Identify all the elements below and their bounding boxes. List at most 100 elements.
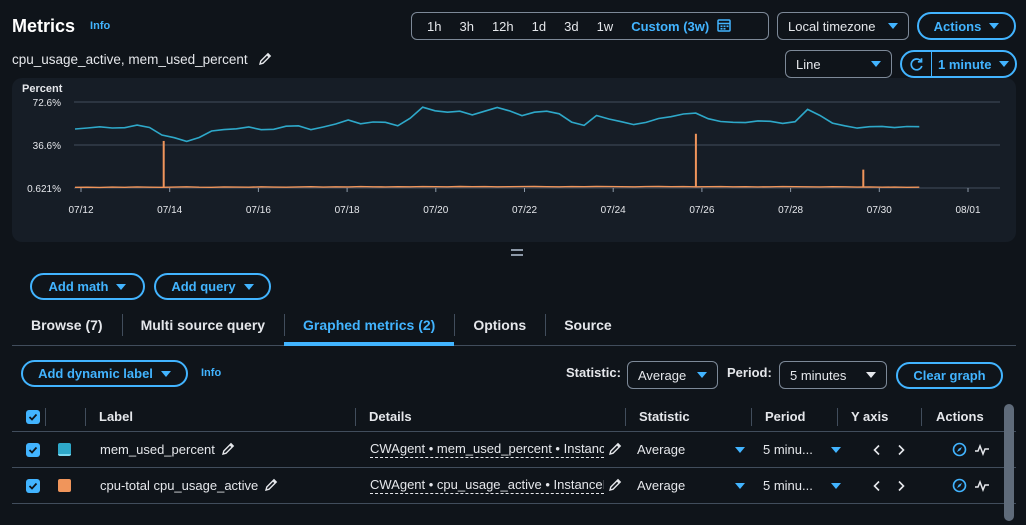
range-1w[interactable]: 1w xyxy=(596,18,614,34)
actions-button[interactable]: Actions xyxy=(917,12,1016,40)
compass-icon[interactable] xyxy=(952,432,967,467)
x-tick-label: 07/24 xyxy=(601,205,626,216)
edit-label-pencil-icon[interactable] xyxy=(265,478,278,494)
tab-graphed-metrics[interactable]: Graphed metrics (2) xyxy=(284,310,455,346)
add-query-label: Add query xyxy=(171,279,236,294)
table-row: cpu-total cpu_usage_active CWAgent • cpu… xyxy=(12,468,1016,504)
row-period-select[interactable]: 5 minu... xyxy=(763,432,841,467)
edit-title-pencil-icon[interactable] xyxy=(259,52,272,68)
edit-details-pencil-icon[interactable] xyxy=(609,442,622,458)
chevron-down-icon xyxy=(999,61,1010,67)
metric-details-text[interactable]: CWAgent • cpu_usage_active • InstanceId xyxy=(370,477,604,494)
row-period-value: 5 minu... xyxy=(763,442,813,457)
range-1d[interactable]: 1d xyxy=(531,18,547,34)
metric-details-text[interactable]: CWAgent • mem_used_percent • Instance xyxy=(370,441,604,458)
period-label: Period: xyxy=(727,365,772,380)
table-scrollbar[interactable] xyxy=(1004,404,1014,521)
tab-browse[interactable]: Browse (7) xyxy=(31,317,103,333)
y-axis-left-arrow-icon[interactable] xyxy=(872,432,882,467)
chevron-down-icon xyxy=(989,23,1000,29)
range-12h[interactable]: 12h xyxy=(491,18,514,34)
info-link[interactable]: Info xyxy=(90,20,111,32)
row-statistic-select[interactable]: Average xyxy=(637,468,745,503)
chevron-down-icon xyxy=(888,23,898,29)
add-dynamic-label-button[interactable]: Add dynamic label xyxy=(21,360,188,387)
graph-title: cpu_usage_active, mem_used_percent xyxy=(12,52,272,68)
x-tick-label: 07/18 xyxy=(335,205,360,216)
period-select[interactable]: 5 minutes xyxy=(779,361,887,389)
x-tick-label: 08/01 xyxy=(955,205,980,216)
chevron-down-icon xyxy=(697,372,707,378)
graphed-metrics-table: Label Details Statistic Period Y axis Ac… xyxy=(12,402,1016,504)
x-tick-label: 07/26 xyxy=(689,205,714,216)
x-tick-label: 07/14 xyxy=(157,205,182,216)
tab-bar: Browse (7) Multi source query Graphed me… xyxy=(12,310,1016,346)
col-details[interactable]: Details xyxy=(369,409,412,424)
series-line-cpu_usage_active xyxy=(74,185,920,189)
range-3d[interactable]: 3d xyxy=(564,18,579,34)
col-statistic[interactable]: Statistic xyxy=(639,409,690,424)
chevron-down-icon xyxy=(116,283,127,290)
col-actions[interactable]: Actions xyxy=(936,409,984,424)
y-tick-label: 0.621% xyxy=(27,184,61,195)
actions-label: Actions xyxy=(933,18,982,34)
graph-title-text: cpu_usage_active, mem_used_percent xyxy=(12,52,248,67)
add-query-button[interactable]: Add query xyxy=(154,273,271,300)
row-period-select[interactable]: 5 minu... xyxy=(763,468,841,503)
statistic-select[interactable]: Average xyxy=(627,361,718,389)
color-swatch[interactable] xyxy=(58,468,71,503)
refresh-icon[interactable] xyxy=(902,52,932,76)
y-axis-left-arrow-icon[interactable] xyxy=(872,468,882,503)
refresh-control: 1 minute xyxy=(900,50,1017,78)
refresh-interval-select[interactable]: 1 minute xyxy=(938,56,992,72)
tab-options[interactable]: Options xyxy=(454,310,545,340)
series-line-mem_used_percent xyxy=(74,106,920,143)
metric-label: cpu-total cpu_usage_active xyxy=(100,468,278,503)
edit-label-pencil-icon[interactable] xyxy=(221,442,235,458)
x-tick-label: 07/16 xyxy=(246,205,271,216)
activity-icon[interactable] xyxy=(974,468,990,503)
col-label[interactable]: Label xyxy=(99,409,133,424)
select-all-checkbox[interactable] xyxy=(26,402,40,431)
clear-graph-button[interactable]: Clear graph xyxy=(896,362,1003,389)
add-math-button[interactable]: Add math xyxy=(30,273,145,300)
range-1h[interactable]: 1h xyxy=(427,18,442,34)
y-axis-right-arrow-icon[interactable] xyxy=(896,432,906,467)
col-y-axis[interactable]: Y axis xyxy=(851,409,889,424)
period-value: 5 minutes xyxy=(790,367,847,383)
timezone-value: Local timezone xyxy=(788,18,876,34)
info-link[interactable]: Info xyxy=(201,367,222,379)
resize-handle[interactable] xyxy=(511,249,523,259)
row-checkbox[interactable] xyxy=(26,468,40,503)
range-custom[interactable]: Custom (3w) xyxy=(631,18,710,34)
calendar-icon[interactable] xyxy=(717,18,731,35)
table-row: mem_used_percent CWAgent • mem_used_perc… xyxy=(12,432,1016,468)
x-tick-label: 07/28 xyxy=(778,205,803,216)
compass-icon[interactable] xyxy=(952,468,967,503)
tab-source[interactable]: Source xyxy=(545,310,630,340)
chevron-down-icon xyxy=(871,61,881,67)
line-chart: Percent 72.6% 36.6% 0.621% 07/12 07/14 07/16 07… xyxy=(22,83,1000,216)
page-title-text: Metrics xyxy=(12,16,76,36)
row-period-value: 5 minu... xyxy=(763,478,813,493)
row-checkbox[interactable] xyxy=(26,432,40,467)
range-3h[interactable]: 3h xyxy=(459,18,474,34)
add-dynamic-label-text: Add dynamic label xyxy=(38,366,153,381)
y-axis-right-arrow-icon[interactable] xyxy=(896,468,906,503)
timezone-select[interactable]: Local timezone xyxy=(777,12,909,40)
row-statistic-select[interactable]: Average xyxy=(637,432,745,467)
col-period[interactable]: Period xyxy=(765,409,806,424)
metric-label-text: mem_used_percent xyxy=(100,442,215,457)
chevron-down-icon xyxy=(243,283,254,290)
x-tick-label: 07/20 xyxy=(423,205,448,216)
color-swatch[interactable] xyxy=(58,432,71,467)
statistic-value: Average xyxy=(638,367,687,383)
chevron-down-icon xyxy=(735,446,745,453)
edit-details-pencil-icon[interactable] xyxy=(609,478,622,494)
metric-details: CWAgent • cpu_usage_active • InstanceId xyxy=(370,468,624,503)
chart-type-select[interactable]: Line xyxy=(785,50,892,78)
x-tick-label: 07/22 xyxy=(512,205,537,216)
chevron-down-icon xyxy=(866,372,876,378)
activity-icon[interactable] xyxy=(974,432,990,467)
tab-multi-source-query[interactable]: Multi source query xyxy=(121,310,284,340)
